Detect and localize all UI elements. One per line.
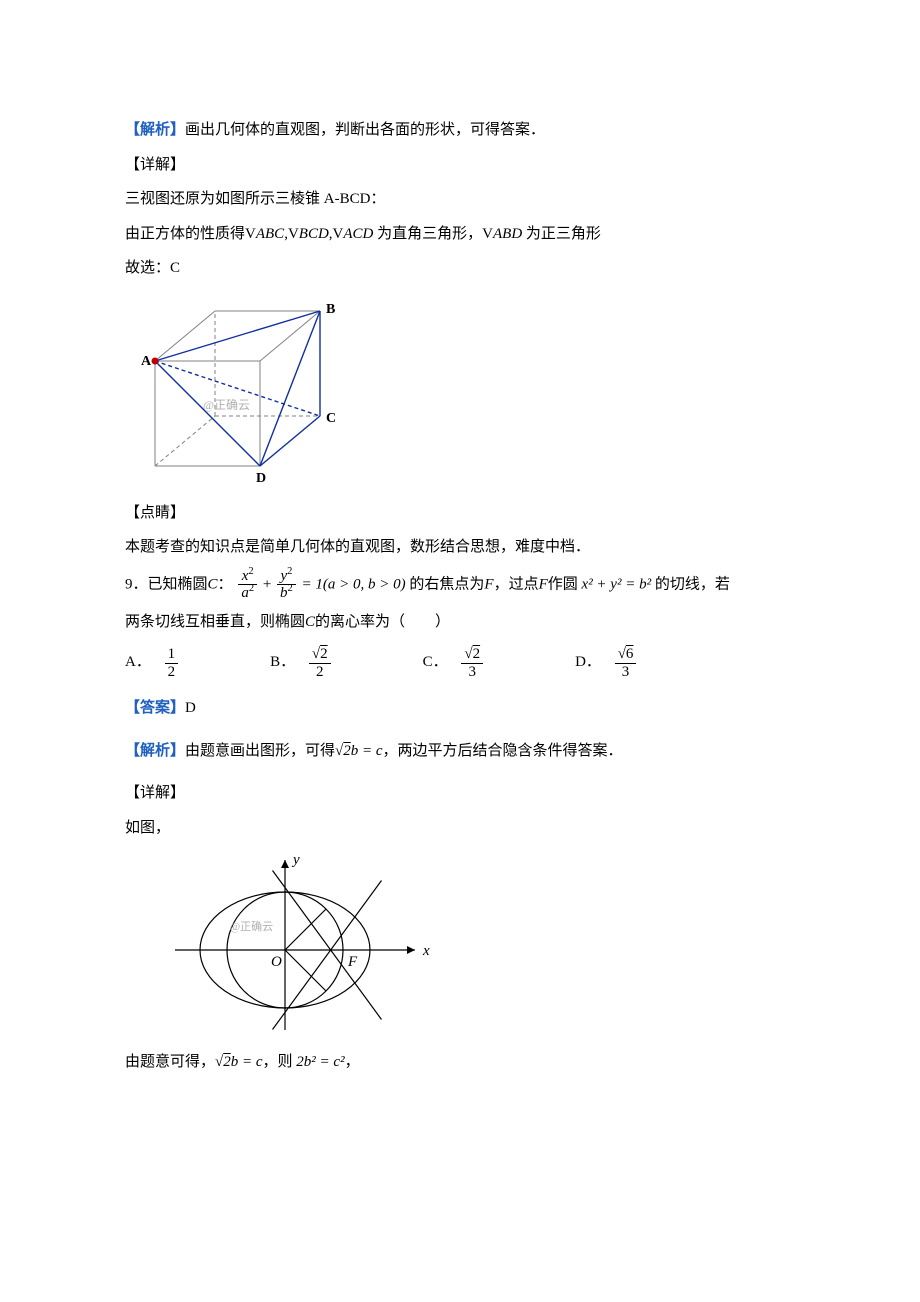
rutu-text: 如图， (125, 814, 805, 843)
triangle-3: VACD (333, 226, 374, 242)
option-A: A． 12 (125, 646, 180, 680)
option-D: D． √63 (575, 646, 638, 680)
analysis-pre: 由题意画出图形，可得 (185, 743, 335, 759)
svg-text:O: O (271, 954, 282, 970)
focus-F-2: F (539, 576, 548, 592)
problem-9-stem-line2: 两条切线互相垂直，则椭圆C的离心率为（ ） (125, 608, 805, 637)
detail-label: 【详解】 (125, 151, 805, 180)
conclusion-eq1: √2b = c (215, 1054, 263, 1070)
svg-text:x: x (422, 943, 430, 959)
ellipse-var: C (208, 576, 218, 592)
conclusion-mid: ，则 (263, 1054, 297, 1070)
ellipse-var-2: C (305, 614, 315, 630)
circle-eq: x² + y² = b² (578, 576, 655, 592)
frac-y2b2: y2 b2 (277, 568, 296, 602)
answer-label: 【答案】 (125, 700, 185, 716)
opt-C-label: C． (423, 654, 448, 670)
ellipse-figure: x y O F @正确云 (165, 850, 805, 1040)
svg-text:D: D (256, 471, 266, 486)
colon: ： (218, 576, 233, 592)
svg-text:B: B (326, 302, 335, 317)
cube-mid: 为直角三角形， (373, 226, 482, 242)
analysis-text: 画出几何体的直观图，判断出各面的形状，可得答案． (185, 122, 545, 138)
analysis-label-9: 【解析】 (125, 743, 185, 759)
triangle-2: VBCD (288, 226, 329, 242)
analysis-label: 【解析】 (125, 122, 185, 138)
stem-end: 的离心率为（ ） (315, 614, 450, 630)
problem-9-stem: 9．已知椭圆C： x2 a2 + y2 b2 = 1(a > 0, b > 0)… (125, 568, 805, 602)
cube-figure: A B C D @正确云 (125, 291, 805, 491)
opt-D-label: D． (575, 654, 601, 670)
eq-rhs: = 1(a > 0, b > 0) (302, 576, 410, 592)
conclusion-line: 由题意可得，√2b = c，则 2b² = c²， (125, 1048, 805, 1077)
answer-value: D (185, 700, 196, 716)
stem-line2: 两条切线互相垂直，则椭圆 (125, 614, 305, 630)
stem-pre: 已知椭圆 (148, 576, 208, 592)
options-row: A． 12 B． √22 C． √23 D． √63 (125, 646, 805, 680)
dianjing-label: 【点睛】 (125, 499, 805, 528)
analysis-eq: √2b = c (335, 743, 383, 759)
conclusion-eq2: 2b² = c² (296, 1054, 344, 1070)
opt-A-label: A． (125, 654, 151, 670)
stem-mid4: 的切线，若 (655, 576, 730, 592)
dianjing-text: 本题考查的知识点是简单几何体的直观图，数形结合思想，难度中档． (125, 533, 805, 562)
focus-F: F (484, 576, 493, 592)
problem-number: 9． (125, 576, 148, 592)
stem-mid2: ，过点 (494, 576, 539, 592)
triangle-4: VABD (482, 226, 522, 242)
frac-x2a2: x2 a2 (238, 568, 257, 602)
option-C: C． √23 (423, 646, 486, 680)
stem-mid3: 作圆 (548, 576, 578, 592)
svg-text:F: F (347, 954, 358, 970)
restore-text: 三视图还原为如图所示三棱锥 A-BCD： (125, 185, 805, 214)
cube-property-line: 由正方体的性质得VABC,VBCD,VACD 为直角三角形，VABD 为正三角形 (125, 220, 805, 249)
triangle-1: VABC (245, 226, 284, 242)
detail-label-9: 【详解】 (125, 779, 805, 808)
option-B: B． √22 (270, 646, 333, 680)
conclusion-pre: 由题意可得， (125, 1054, 215, 1070)
opt-B-label: B． (270, 654, 295, 670)
svg-text:y: y (291, 852, 300, 868)
svg-text:@正确云: @正确云 (203, 398, 250, 412)
cube-post: 为正三角形 (522, 226, 601, 242)
cube-pre: 由正方体的性质得 (125, 226, 245, 242)
conclusion-post: ， (345, 1054, 360, 1070)
svg-text:C: C (326, 411, 336, 426)
analysis-post: ，两边平方后结合隐含条件得答案． (383, 743, 623, 759)
stem-mid1: 的右焦点为 (409, 576, 484, 592)
choice-text: 故选：C (125, 254, 805, 283)
svg-text:A: A (141, 354, 152, 369)
svg-text:@正确云: @正确云 (230, 920, 273, 933)
